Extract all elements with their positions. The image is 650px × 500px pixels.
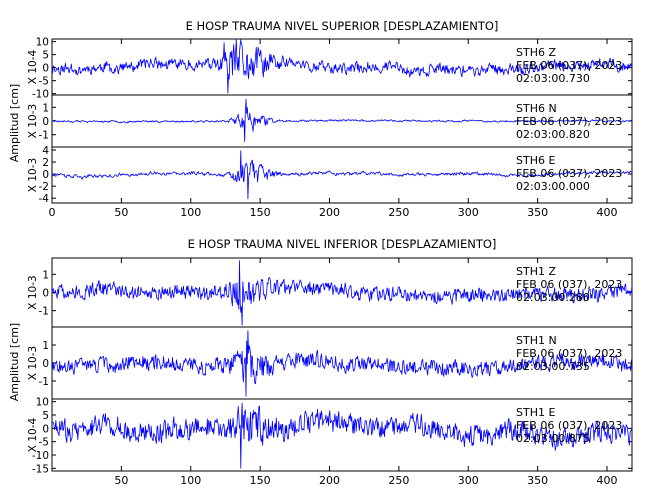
x-tick-label: 400 [597,206,618,219]
x-tick-label: 350 [527,206,548,219]
time-label: 02:03:00.820 [516,128,590,141]
waveform-trace [51,98,633,142]
waveform-trace [51,402,633,469]
x-tick-label: 300 [458,206,479,219]
time-label: 02:03:00.000 [516,180,590,193]
y-tick-label: 1 [42,102,49,114]
y-multiplier-label: X 10-3 [27,158,39,192]
date-label: FEB 06 (037), 2023 [516,347,622,360]
x-tick-label: 100 [180,474,201,487]
y-tick-label: 0 [42,288,49,300]
x-tick-label: 200 [319,474,340,487]
chart-title: E HOSP TRAUMA NIVEL INFERIOR [DESPLAZAMI… [188,237,497,251]
y-tick-label: 5 [42,50,49,62]
y-multiplier-label: X 10-3 [27,275,39,309]
station-label: STH1 E [516,406,555,419]
station-label: STH6 N [516,102,557,115]
date-label: FEB 06 (037), 2023 [516,115,622,128]
y-tick-label: 0 [42,63,49,75]
waveform-trace [51,260,633,326]
x-tick-label: 50 [114,474,128,487]
y-tick-label: -2 [39,181,49,193]
waveform-trace [51,330,633,397]
y-tick-label: -1 [39,376,49,388]
y-axis-label: Amplitud [cm] [8,323,21,401]
waveform-trace [51,150,633,200]
y-tick-label: -4 [39,193,50,205]
y-multiplier-label: X 10-4 [27,418,39,453]
y-tick-label: 5 [42,410,49,422]
time-label: 02:03:00.735 [516,360,590,373]
x-tick-label: 150 [250,474,271,487]
x-tick-label: 0 [49,206,56,219]
x-tick-label: 200 [319,206,340,219]
x-tick-label: 300 [458,474,479,487]
y-tick-label: 1 [42,269,49,281]
y-tick-label: -1 [39,130,49,142]
x-tick-label: 350 [527,474,548,487]
station-label: STH1 N [516,334,557,347]
y-tick-label: 0 [42,169,49,181]
time-label: 02:03:00.875 [516,432,590,445]
y-tick-label: -5 [39,437,49,449]
x-tick-label: 100 [180,206,201,219]
y-tick-label: 1 [42,340,49,352]
panel-frame [51,398,633,472]
y-tick-label: 0 [42,423,49,435]
chart-group-1: E HOSP TRAUMA NIVEL SUPERIOR [DESPLAZAMI… [8,19,633,219]
y-tick-label: 4 [42,145,49,157]
x-tick-label: 400 [597,474,618,487]
x-tick-label: 50 [114,206,128,219]
y-tick-label: -15 [32,463,49,475]
y-tick-label: 10 [36,397,49,409]
station-label: STH6 E [516,154,555,167]
y-tick-label: -5 [39,76,49,88]
y-multiplier-label: X 10-3 [27,346,39,380]
y-tick-label: 2 [42,157,49,169]
chart-group-2: E HOSP TRAUMA NIVEL INFERIOR [DESPLAZAMI… [8,237,633,487]
y-tick-label: -10 [32,450,49,462]
station-label: STH6 Z [516,46,556,59]
y-axis-label: Amplitud [cm] [8,84,21,162]
y-tick-label: -1 [39,306,49,318]
x-tick-label: 150 [250,206,271,219]
y-tick-label: 0 [42,116,49,128]
time-label: 02:03:00.280 [516,291,590,304]
y-tick-label: 10 [36,37,49,49]
station-label: STH1 Z [516,265,556,278]
waveform-trace [51,38,633,94]
y-multiplier-label: X 10-3 [27,104,39,138]
date-label: FEB 06 (037), 2023 [516,167,622,180]
y-tick-label: 0 [42,358,49,370]
date-label: FEB 06 (037), 2023 [516,419,622,432]
time-label: 02:03:00.730 [516,72,590,85]
date-label: FEB 06 (037), 2023 [516,278,622,291]
x-tick-label: 250 [388,474,409,487]
chart-title: E HOSP TRAUMA NIVEL SUPERIOR [DESPLAZAMI… [186,19,499,33]
x-tick-label: 250 [388,206,409,219]
y-multiplier-label: X 10-4 [27,50,39,85]
y-tick-label: -10 [32,89,49,101]
date-label: FEB 06 (037), 2023 [516,59,622,72]
